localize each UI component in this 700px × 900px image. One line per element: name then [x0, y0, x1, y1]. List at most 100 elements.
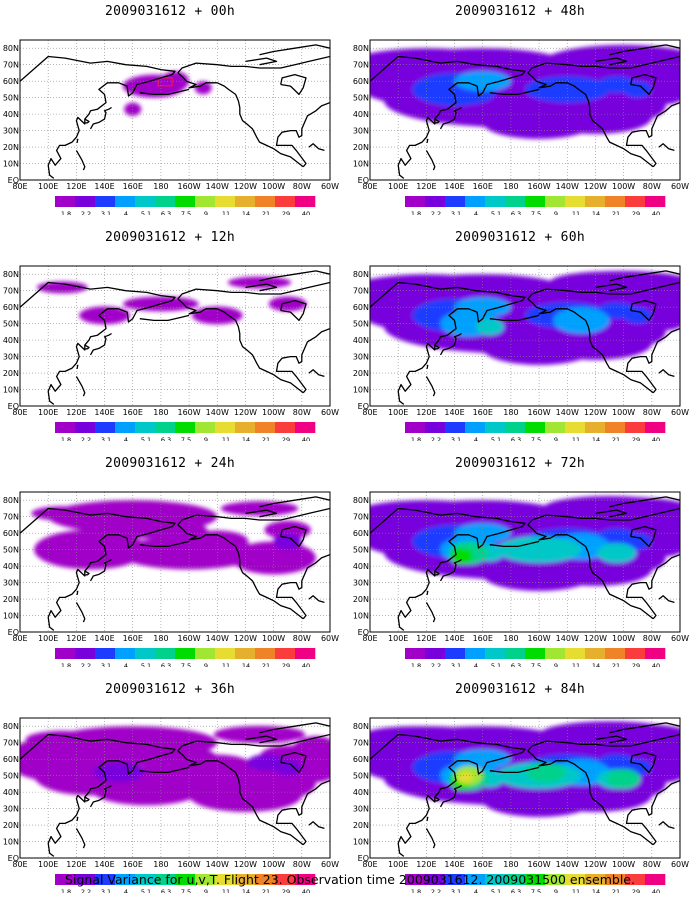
lat-tick-label: 10N [3, 838, 19, 847]
coastline [177, 72, 304, 168]
map-svg: 80E 100E 120E 140E 160E 180 160W 140W 120W 100W 80… [3, 491, 339, 667]
coastline [245, 283, 278, 292]
colorbar-swatch [235, 648, 256, 659]
colorbar-label: 9 [554, 888, 558, 893]
colorbar-swatch [295, 196, 316, 207]
coastline [259, 496, 330, 508]
lat-tick-label: 40N [3, 562, 19, 571]
colorbar-swatch [75, 874, 96, 885]
colorbar-swatch [135, 874, 156, 885]
lon-tick-label: 120E [66, 408, 86, 417]
colorbar-label: 40 [302, 436, 310, 441]
lat-tick-label: 60N [353, 529, 369, 538]
colorbar-label: 3.1 [101, 436, 111, 441]
coastline [658, 369, 675, 378]
lat-tick-label: 50N [353, 772, 369, 781]
variance-region [231, 541, 316, 575]
colorbar-label: 21 [612, 888, 620, 893]
colorbar-swatch [75, 648, 96, 659]
colorbar-swatch [445, 648, 466, 659]
lat-tick-label: 10N [3, 612, 19, 621]
coastline [609, 722, 680, 734]
coastline [434, 344, 440, 350]
lon-tick-label: 120W [234, 408, 257, 417]
variance-region [553, 307, 610, 334]
colorbar-label: 4 [474, 662, 478, 667]
lat-tick-label: 10N [353, 838, 369, 847]
colorbar-swatch [95, 422, 116, 433]
lon-tick-label: 160E [123, 182, 143, 191]
colorbar-label: 29 [282, 210, 290, 215]
colorbar-label: 11 [222, 210, 230, 215]
lat-tick-label: 70N [3, 513, 19, 522]
lat-tick-label: 80N [353, 270, 369, 279]
lat-tick-label: 30N [3, 127, 19, 136]
map-panel: 2009031612 + 84h 80E 100E 120E 140E 160E 180 16… [350, 678, 690, 893]
colorbar-label: 40 [302, 888, 310, 893]
variance-region [526, 762, 566, 783]
colorbar-label: 6.3 [161, 662, 171, 667]
colorbar-swatch [585, 648, 606, 659]
coastline [489, 766, 540, 774]
lon-tick-label: 160W [177, 408, 200, 417]
colorbar-swatch [445, 422, 466, 433]
lon-tick-label: 140E [444, 182, 464, 191]
coastline [76, 590, 79, 596]
coastline [595, 57, 628, 66]
colorbar-swatch [485, 196, 506, 207]
colorbar-label: 11 [222, 662, 230, 667]
map-svg: 80E 100E 120E 140E 160E 180 160W 140W 120W 100W 80… [353, 265, 689, 441]
colorbar-label: 4 [474, 888, 478, 893]
colorbar-swatch [115, 196, 136, 207]
coastline [245, 509, 278, 518]
lat-tick-label: 80N [353, 496, 369, 505]
lon-tick-label: 80E [362, 182, 377, 191]
lon-tick-label: 60W [321, 860, 339, 869]
colorbar-label: 9 [204, 888, 208, 893]
colorbar-label: 7.5 [181, 662, 191, 667]
colorbar-swatch [525, 648, 546, 659]
colorbar-swatch [195, 422, 216, 433]
colorbar-label: 3.1 [451, 210, 461, 215]
colorbar-swatch [405, 874, 426, 885]
colorbar-swatch [295, 422, 316, 433]
lat-tick-label: 60N [3, 303, 19, 312]
lon-tick-label: 120E [416, 182, 436, 191]
map-panel: 2009031612 + 36h 80E 100E 120E 140E 160E 180 16… [0, 678, 340, 893]
lon-tick-label: 140E [444, 408, 464, 417]
colorbar-swatch [195, 874, 216, 885]
lon-tick-label: 100E [388, 408, 408, 417]
coastline [434, 796, 440, 802]
colorbar-label: 3.1 [101, 210, 111, 215]
lat-tick-label: 70N [353, 513, 369, 522]
coastline [139, 766, 190, 774]
colorbar-label: 11 [572, 888, 580, 893]
colorbar-swatch [425, 648, 446, 659]
colorbar-swatch [505, 874, 526, 885]
lat-tick-label: 40N [353, 788, 369, 797]
lon-tick-label: 160E [123, 860, 143, 869]
lon-tick-label: 80W [293, 860, 311, 869]
colorbar-swatch [625, 196, 646, 207]
coastline [527, 524, 654, 620]
colorbar-label: 29 [632, 436, 640, 441]
colorbar-swatch [195, 648, 216, 659]
lon-tick-label: 80E [12, 634, 27, 643]
colorbar-swatch [645, 422, 666, 433]
coastline [275, 553, 330, 620]
lon-tick-label: 120W [234, 634, 257, 643]
variance-region [189, 778, 302, 812]
colorbar-label: 6.3 [511, 662, 521, 667]
colorbar-label: 1.8 [411, 210, 421, 215]
colorbar-label: 40 [652, 210, 660, 215]
colorbar-swatch [485, 874, 506, 885]
colorbar-label: 9 [554, 662, 558, 667]
colorbar-label: 21 [612, 210, 620, 215]
map-panel: 2009031612 + 12h 80E 100E 120E 140E 160E 180 16… [0, 226, 340, 441]
lat-tick-label: 10N [353, 160, 369, 169]
variance-region [475, 318, 504, 336]
panel-title: 2009031612 + 84h [454, 682, 586, 697]
colorbar-swatch [625, 874, 646, 885]
lat-tick-label: 20N [3, 821, 19, 830]
lat-tick-label: 60N [353, 77, 369, 86]
